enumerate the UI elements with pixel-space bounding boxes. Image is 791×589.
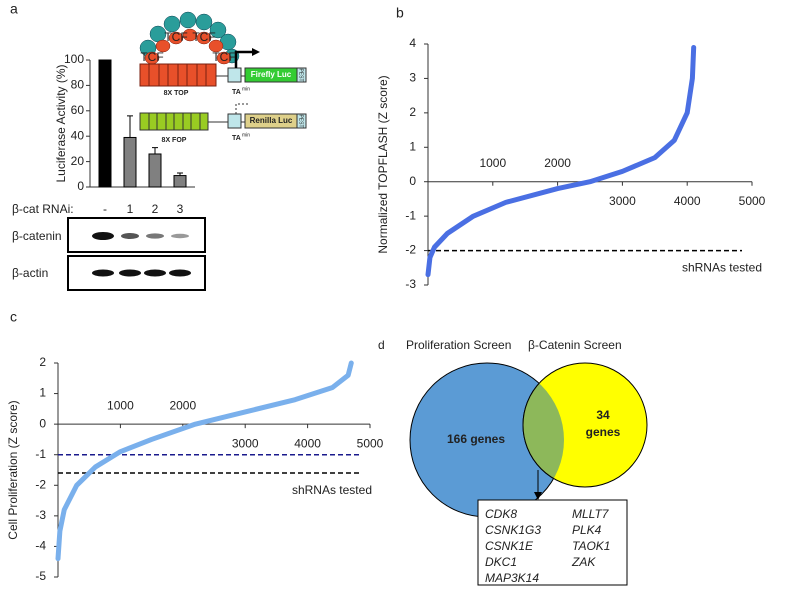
y-tick-label: -3 bbox=[405, 277, 416, 291]
x-tick-label: 3 bbox=[177, 202, 184, 216]
bar bbox=[173, 175, 187, 188]
z-score-curve bbox=[425, 44, 697, 278]
set-count: 34 bbox=[596, 408, 610, 422]
x-tick-label: 4000 bbox=[294, 436, 321, 450]
panel-label: c bbox=[10, 309, 17, 325]
bar bbox=[123, 136, 137, 188]
panel-label: a bbox=[10, 1, 18, 17]
x-tick-label: 2000 bbox=[169, 398, 196, 412]
gene-name: TAOK1 bbox=[572, 539, 610, 553]
y-tick-label: 80 bbox=[71, 78, 85, 92]
y-axis-label: Luciferase Activity (%) bbox=[54, 64, 68, 182]
y-tick-label: 4 bbox=[409, 36, 416, 50]
venn: d bbox=[378, 338, 385, 352]
x-tick-label: 5000 bbox=[739, 194, 766, 208]
ta-sup: min bbox=[242, 132, 250, 138]
x-tick-label: - bbox=[103, 202, 107, 216]
gene-name: CSNK1E bbox=[485, 539, 534, 553]
firefly-label: Firefly Luc bbox=[251, 70, 292, 79]
western-blot: β-catenin β-actin bbox=[12, 217, 206, 291]
y-tick-label: 1 bbox=[409, 139, 416, 153]
x-axis-label: shRNAs tested bbox=[682, 261, 762, 275]
x-tick-label: 1000 bbox=[479, 156, 506, 170]
gene-name: DKC1 bbox=[485, 555, 517, 569]
bar bbox=[148, 153, 162, 188]
tcf-label: TCF bbox=[140, 50, 163, 64]
z-score-curve bbox=[55, 360, 354, 562]
y-tick-label: -1 bbox=[405, 208, 416, 222]
y-tick-label: 2 bbox=[409, 105, 416, 119]
ta-sup: min bbox=[242, 86, 250, 92]
blot-row-label: β-catenin bbox=[12, 229, 62, 243]
error-bar bbox=[177, 172, 183, 176]
venn-diagram: d Proliferation Screen β-Catenin Screen … bbox=[378, 338, 648, 586]
set-name: β-Catenin Screen bbox=[528, 338, 622, 352]
top-label: 8X TOP bbox=[164, 90, 189, 97]
gene-name: ZAK bbox=[571, 555, 596, 569]
gene-name: PLK4 bbox=[572, 523, 602, 537]
gene-name: MLLT7 bbox=[572, 507, 610, 521]
y-axis-label: Cell Proliferation (Z score) bbox=[6, 400, 20, 539]
reporter-diagram: TCF TCF TCF TCF 8X TOP 8X FOP TA min TA … bbox=[139, 11, 307, 144]
fop-label: 8X FOP bbox=[162, 137, 187, 144]
renilla-label: Renilla Luc bbox=[250, 116, 293, 125]
y-tick-label: -4 bbox=[35, 539, 46, 553]
x-tick-label: 3000 bbox=[609, 194, 636, 208]
x-tick-label: 1000 bbox=[107, 398, 134, 412]
y-tick-label: 20 bbox=[71, 154, 85, 168]
bar bbox=[98, 59, 112, 188]
y-tick-label: -1 bbox=[35, 447, 46, 461]
y-tick-label: 100 bbox=[64, 52, 84, 66]
gene-name: MAP3K14 bbox=[485, 571, 539, 585]
set-count: 166 genes bbox=[447, 432, 505, 446]
set-name: Proliferation Screen bbox=[406, 338, 511, 352]
x-tick-label: 4000 bbox=[674, 194, 701, 208]
x-tick-label: 5000 bbox=[357, 436, 384, 450]
panel-label: b bbox=[396, 5, 404, 21]
y-tick-label: -2 bbox=[35, 477, 46, 491]
y-tick-label: 0 bbox=[39, 416, 46, 430]
y-tick-label: 3 bbox=[409, 71, 416, 85]
x-tick-label: 2 bbox=[152, 202, 159, 216]
tcf-label: TCF bbox=[212, 50, 235, 64]
tcf-label: TCF bbox=[164, 30, 187, 44]
x-tick-label: 1 bbox=[127, 202, 134, 216]
error-bar bbox=[127, 115, 133, 138]
gene-name: CSNK1G3 bbox=[485, 523, 541, 537]
x-tick-label: 2000 bbox=[544, 156, 571, 170]
pest-label: PEST bbox=[298, 114, 304, 127]
y-tick-label: 1 bbox=[39, 386, 46, 400]
y-tick-label: -5 bbox=[35, 569, 46, 583]
blot-row-label: β-actin bbox=[12, 266, 48, 280]
ta-label: TA bbox=[232, 135, 241, 142]
pest-label: PEST bbox=[298, 68, 304, 81]
x-tick-label: 3000 bbox=[232, 436, 259, 450]
y-tick-label: 0 bbox=[77, 179, 84, 193]
y-tick-label: 0 bbox=[409, 174, 416, 188]
tcf-label: TCF bbox=[192, 30, 215, 44]
gene-name: CDK8 bbox=[485, 507, 517, 521]
ta-label: TA bbox=[232, 89, 241, 96]
error-bar bbox=[152, 147, 158, 154]
y-tick-label: 60 bbox=[71, 103, 85, 117]
y-tick-label: 2 bbox=[39, 355, 46, 369]
y-tick-label: -2 bbox=[405, 243, 416, 257]
row-label: β-cat RNAi: bbox=[12, 202, 74, 216]
y-axis-label: Normalized TOPFLASH (Z score) bbox=[376, 75, 390, 253]
x-axis-label: shRNAs tested bbox=[292, 483, 372, 497]
y-tick-label: 40 bbox=[71, 128, 85, 142]
set-count: genes bbox=[586, 425, 621, 439]
y-tick-label: -3 bbox=[35, 508, 46, 522]
